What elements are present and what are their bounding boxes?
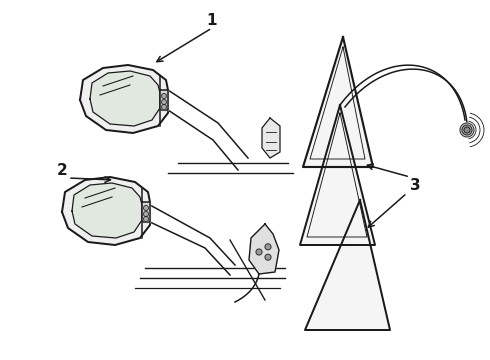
Polygon shape	[160, 90, 168, 110]
Circle shape	[162, 94, 167, 99]
Polygon shape	[262, 118, 280, 158]
Polygon shape	[249, 224, 279, 274]
Circle shape	[144, 212, 148, 216]
Polygon shape	[305, 200, 390, 330]
Text: 1: 1	[207, 13, 217, 27]
Circle shape	[162, 104, 167, 109]
Polygon shape	[142, 202, 150, 222]
Circle shape	[265, 254, 271, 260]
Polygon shape	[80, 65, 168, 133]
Circle shape	[144, 206, 148, 211]
Circle shape	[462, 125, 472, 135]
Polygon shape	[72, 183, 142, 238]
Circle shape	[265, 244, 271, 250]
Circle shape	[162, 99, 167, 104]
Circle shape	[144, 216, 148, 221]
Circle shape	[460, 123, 474, 137]
Circle shape	[256, 249, 262, 255]
Text: 3: 3	[410, 177, 420, 193]
Polygon shape	[62, 177, 150, 245]
Polygon shape	[303, 37, 373, 167]
Polygon shape	[90, 71, 160, 126]
Circle shape	[464, 127, 470, 133]
Text: 2: 2	[57, 162, 68, 177]
Polygon shape	[300, 105, 375, 245]
